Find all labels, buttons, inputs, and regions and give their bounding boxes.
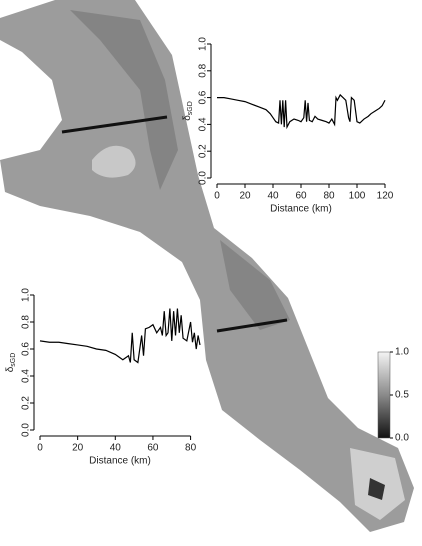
x-tick-label: 40 (110, 443, 122, 454)
x-tick-label: 60 (295, 191, 307, 202)
y-tick-label: 0.8 (21, 315, 32, 329)
y-tick-label: 1.0 (198, 37, 209, 51)
x-tick-label: 20 (72, 443, 84, 454)
y-tick-label: 0.6 (198, 90, 209, 104)
x-tick-label: 0 (37, 443, 43, 454)
x-axis-label: Distance (km) (89, 456, 151, 467)
y-tick-label: 0.2 (21, 396, 32, 410)
y-axis-symbol: δ (5, 366, 16, 372)
y-tick-label: 0.8 (198, 63, 209, 77)
lagoon (92, 145, 136, 178)
data-line (39, 308, 201, 364)
y-tick-label: 0.0 (21, 423, 32, 437)
x-tick-label: 20 (239, 191, 251, 202)
y-axis-symbol: δ (182, 115, 193, 121)
highlands (220, 240, 290, 330)
x-tick-label: 100 (349, 191, 366, 202)
transect-line (216, 318, 288, 333)
y-tick-label: 0.0 (198, 171, 209, 185)
dark-peak (368, 478, 385, 500)
y-tick-label: 0.2 (198, 144, 209, 158)
y-tick-label: 0.4 (21, 369, 32, 383)
y-tick-label: 0.6 (21, 342, 32, 356)
peninsula (0, 0, 414, 532)
y-tick-label: 1.0 (21, 288, 32, 302)
x-tick-label: 80 (323, 191, 335, 202)
y-axis-subscript: sGD (187, 101, 194, 115)
x-tick-label: 60 (147, 443, 159, 454)
colorbar-tick-label: 1.0 (395, 347, 409, 358)
y-tick-label: 0.4 (198, 117, 209, 131)
transect-line (61, 115, 168, 134)
y-axis-subscript: sGD (10, 353, 17, 367)
x-tick-label: 40 (267, 191, 279, 202)
x-tick-label: 0 (214, 191, 220, 202)
y-axis-label: δsGD (5, 353, 17, 373)
map (0, 0, 414, 532)
x-axis-label: Distance (km) (270, 204, 332, 215)
x-tick-label: 80 (185, 443, 197, 454)
highlands (70, 10, 178, 190)
colorbar-tick-label: 0.0 (395, 433, 409, 444)
colorbar-tick-label: 0.5 (395, 390, 409, 401)
x-tick-label: 120 (377, 191, 394, 202)
colorbar (377, 351, 391, 439)
y-axis-label: δsGD (182, 101, 194, 121)
data-line (217, 93, 386, 130)
